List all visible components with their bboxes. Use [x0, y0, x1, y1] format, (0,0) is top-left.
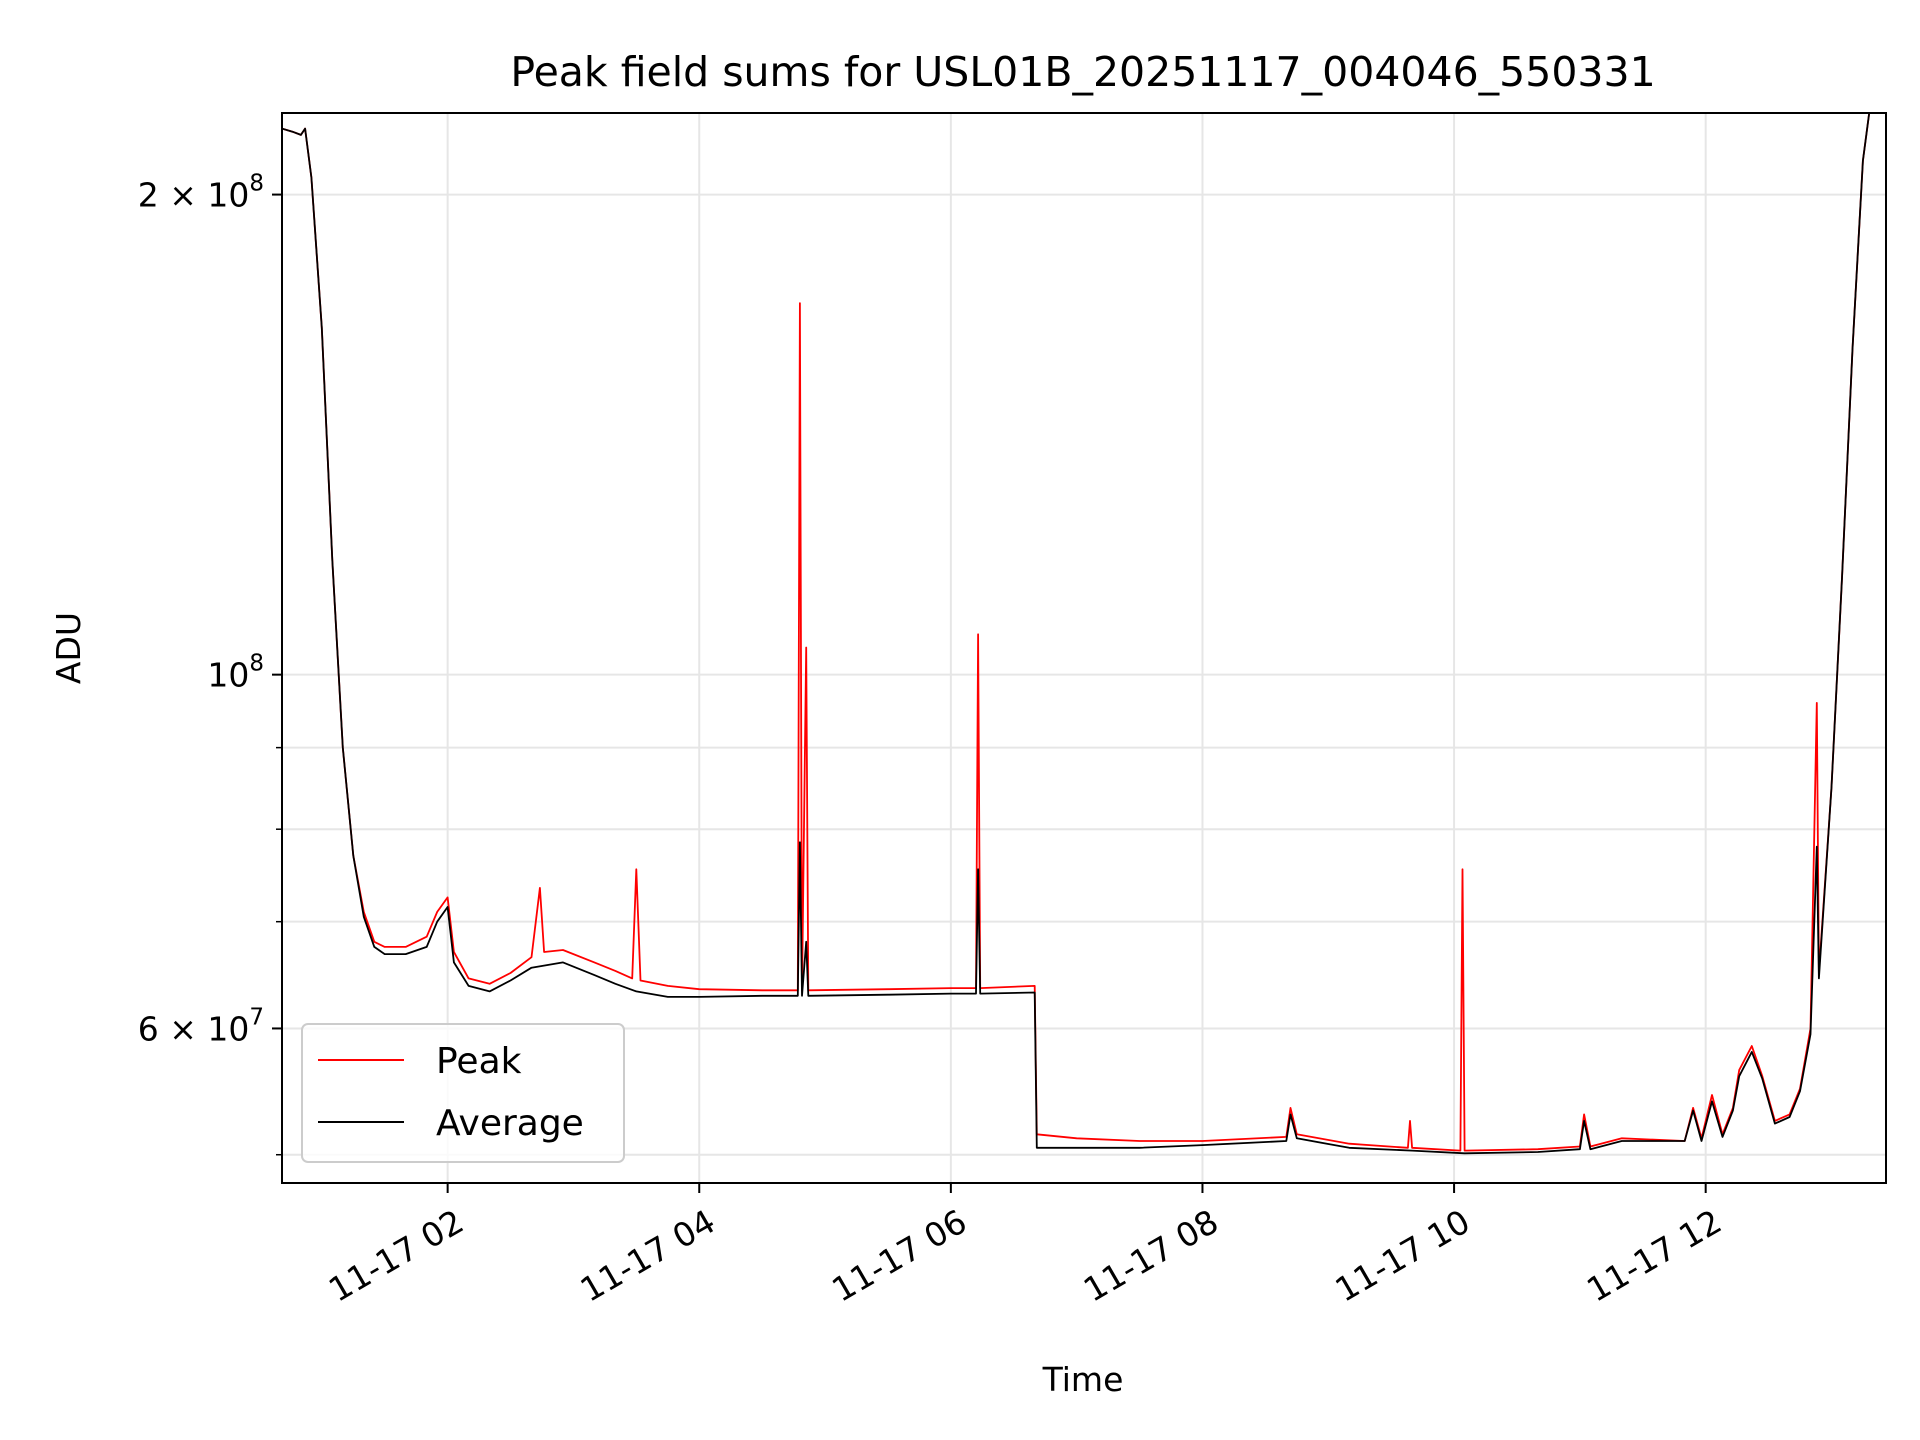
y-tick-label: 108: [207, 651, 264, 695]
legend-box: [301, 1023, 625, 1163]
legend: Peak Average: [301, 1023, 625, 1163]
y-axis-label: ADU: [49, 612, 88, 684]
series-line-average: [282, 113, 1871, 1155]
plot-frame: [281, 112, 1887, 1184]
y-axis: 6 × 107 108 2 × 108: [138, 171, 282, 1156]
chart-title: Peak field sums for USL01B_20251117_0040…: [510, 48, 1655, 96]
y-tick-label: 6 × 107: [138, 1004, 264, 1048]
legend-label: Peak: [436, 1041, 522, 1082]
legend-label: Average: [436, 1103, 584, 1144]
x-axis-label: Time: [1042, 1360, 1124, 1399]
grid: [282, 113, 1886, 1183]
plot-series: [282, 113, 1871, 1155]
y-tick-label: 2 × 108: [138, 171, 264, 215]
